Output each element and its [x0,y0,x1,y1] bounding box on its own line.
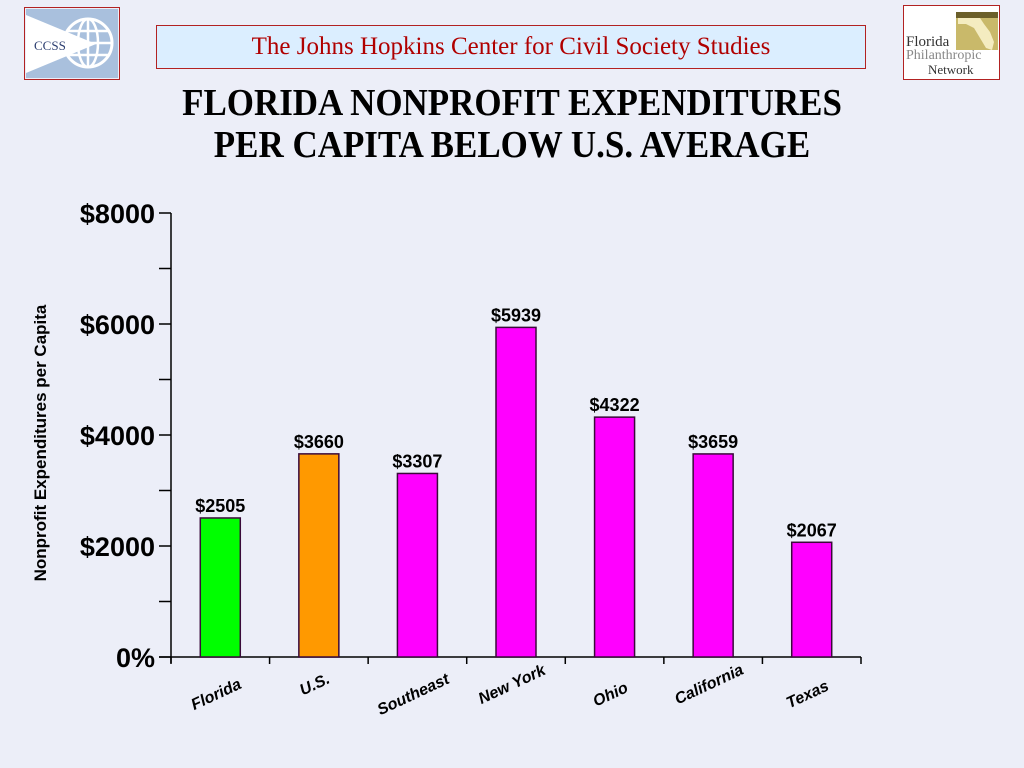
globe-icon [26,15,114,73]
ccss-logo-text: CCSS [34,38,66,53]
category-label: California [672,662,746,709]
value-label: $3659 [688,432,738,452]
bar-texas [790,541,833,658]
value-label: $3660 [294,432,344,452]
florida-map-icon [956,12,998,50]
chart-title-line-2: PER CAPITA BELOW U.S. AVERAGE [213,124,811,166]
y-tick-label: $6000 [80,310,155,340]
category-label: New York [476,662,549,708]
value-label: $2505 [195,496,245,516]
bar-u-s- [298,453,340,658]
y-tick-label: $2000 [80,532,155,562]
y-axis-label: Nonprofit Expenditures per Capita [31,304,50,581]
bars [199,326,833,658]
bar-ohio [593,416,636,658]
chart-title: FLORIDA NONPROFIT EXPENDITURES PER CAPIT… [41,82,983,166]
category-label: Southeast [375,671,453,719]
value-label: $4322 [590,395,640,415]
bar-new-york [495,326,537,658]
category-label: Texas [784,678,832,712]
bar-california [692,453,734,658]
bar-southeast [396,472,439,658]
category-label: U.S. [297,671,332,700]
value-label: $2067 [787,520,837,540]
fpn-logo: Florida Philanthropic Network [903,5,1000,80]
category-label: Florida [189,676,245,714]
category-label: Ohio [591,679,631,710]
value-label: $5939 [491,305,541,325]
organization-banner: The Johns Hopkins Center for Civil Socie… [156,25,866,69]
y-tick-label: $8000 [80,199,155,229]
chart-title-line-1: FLORIDA NONPROFIT EXPENDITURES [182,82,842,124]
fpn-logo-line-2: Philanthropic [906,48,982,63]
y-tick-label: $4000 [80,421,155,451]
ccss-logo: CCSS [24,7,120,80]
fpn-logo-line-1: Florida [906,34,950,50]
bar-florida [199,517,242,658]
value-label: $3307 [392,451,442,471]
fpn-logo-line-3: Network [928,62,974,77]
y-tick-label: 0% [116,643,155,673]
